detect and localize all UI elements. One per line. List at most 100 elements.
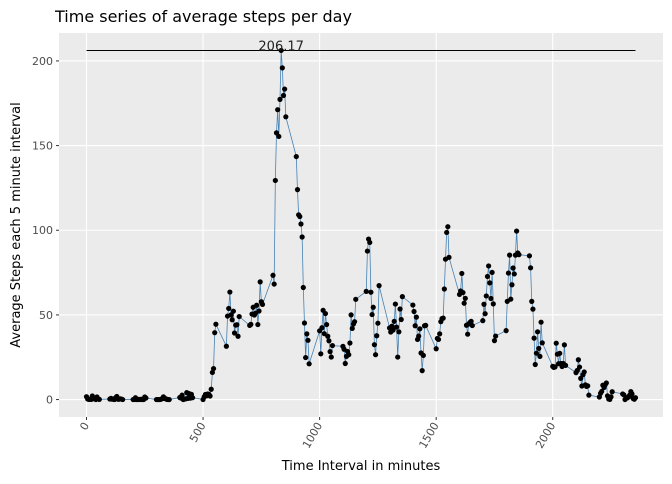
data-point [483, 293, 489, 299]
data-point [493, 333, 499, 339]
data-point [298, 221, 304, 227]
data-point [272, 177, 278, 184]
data-point [526, 253, 533, 259]
data-point [437, 331, 443, 337]
data-point [208, 386, 214, 392]
data-point [235, 333, 241, 339]
data-point [327, 349, 333, 355]
data-point [529, 298, 535, 304]
data-point [279, 65, 285, 71]
data-point [490, 301, 496, 307]
data-point [462, 295, 468, 301]
data-point [306, 361, 312, 367]
data-point [392, 301, 398, 307]
data-point [489, 269, 495, 276]
data-point [283, 114, 289, 120]
data-point [486, 263, 492, 269]
data-point [557, 350, 563, 356]
data-point [342, 360, 348, 367]
data-point [536, 345, 542, 352]
data-point [629, 391, 635, 397]
data-point [530, 306, 536, 312]
data-point [372, 352, 379, 358]
annotation: 206.17 [258, 39, 304, 54]
data-point [505, 270, 512, 276]
data-point [576, 364, 583, 370]
data-point [322, 310, 329, 317]
y-tick-label: 0 [46, 394, 53, 407]
data-point [399, 294, 405, 300]
data-point [511, 271, 517, 277]
data-point [324, 321, 330, 328]
data-point [301, 320, 308, 326]
data-point [353, 296, 359, 302]
data-point [411, 308, 417, 315]
data-point [234, 322, 240, 328]
chart-title: Time series of average steps per day [54, 7, 352, 26]
data-point [248, 321, 254, 327]
data-point [503, 328, 509, 334]
data-point [398, 316, 404, 323]
data-point [231, 330, 238, 336]
data-point [236, 313, 242, 320]
data-point [516, 252, 522, 258]
data-point [396, 329, 402, 335]
data-point [305, 337, 311, 343]
data-point [294, 187, 301, 193]
data-point [270, 272, 276, 278]
data-point [445, 224, 451, 230]
data-point [487, 280, 493, 286]
data-point [578, 375, 584, 381]
data-point [367, 239, 373, 246]
data-point [226, 305, 232, 312]
panel [59, 33, 663, 417]
data-point [446, 254, 452, 260]
y-tick-label: 200 [32, 55, 53, 68]
data-point [318, 351, 324, 357]
data-point [531, 335, 537, 341]
data-point [609, 389, 615, 395]
data-point [412, 323, 418, 329]
data-point [603, 380, 609, 386]
data-point [230, 308, 236, 314]
data-point [433, 346, 439, 352]
data-point [393, 324, 400, 330]
data-point [461, 300, 467, 306]
data-point [482, 311, 488, 317]
data-point [346, 352, 352, 358]
data-point [278, 47, 284, 54]
data-point [369, 311, 375, 318]
data-point [488, 295, 494, 302]
data-point [468, 318, 474, 324]
data-point [166, 396, 172, 403]
data-point [460, 289, 466, 296]
data-point [257, 279, 263, 285]
data-point [484, 273, 491, 280]
data-point [416, 333, 422, 339]
data-point [527, 265, 534, 271]
data-point [539, 340, 545, 346]
data-point [390, 327, 396, 333]
data-point [348, 312, 354, 318]
data-point [207, 393, 213, 399]
data-point [423, 322, 429, 329]
data-point [275, 107, 281, 113]
data-point [469, 322, 475, 329]
data-point [538, 319, 544, 325]
data-point [143, 395, 149, 401]
data-point [376, 283, 382, 289]
data-point [282, 86, 288, 92]
data-point [351, 319, 358, 325]
data-point [441, 286, 447, 292]
data-point [189, 395, 196, 401]
y-tick-label: 150 [32, 140, 53, 153]
data-point [303, 354, 309, 361]
y-axis-label: Average Steps each 5 minute interval [9, 102, 24, 347]
data-point [255, 321, 261, 328]
data-point [508, 296, 514, 302]
data-point [562, 362, 569, 368]
data-point [96, 396, 102, 402]
data-point [491, 338, 498, 344]
data-point [552, 364, 558, 370]
